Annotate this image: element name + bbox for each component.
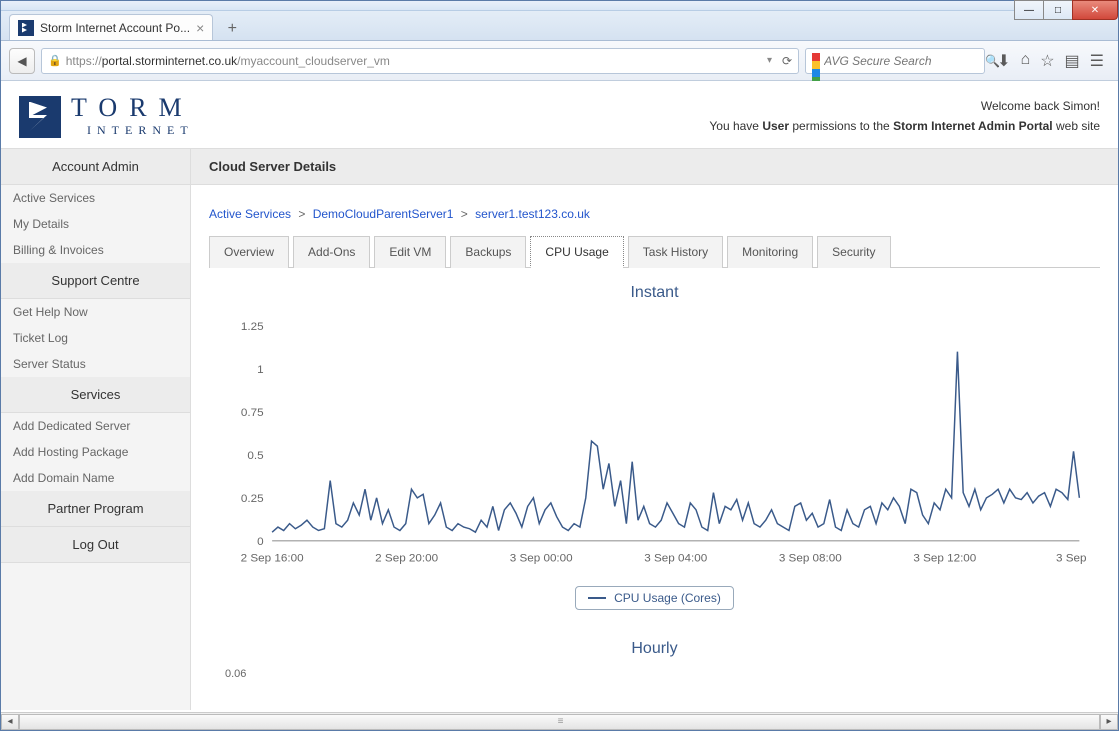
window-close-button[interactable]: ✕: [1072, 0, 1118, 20]
browser-tabstrip: Storm Internet Account Po... × +: [1, 11, 1118, 41]
reload-icon[interactable]: ⟳: [782, 54, 792, 68]
svg-text:3 Sep 12:00: 3 Sep 12:00: [913, 553, 976, 565]
breadcrumb-link[interactable]: server1.test123.co.uk: [475, 207, 590, 221]
legend-label: CPU Usage (Cores): [614, 591, 721, 605]
svg-text:3 Sep 08:00: 3 Sep 08:00: [779, 553, 842, 565]
sidebar-item[interactable]: Ticket Log: [1, 325, 190, 351]
scroll-left-icon[interactable]: ◂: [1, 714, 19, 730]
vm-tab[interactable]: Overview: [209, 236, 289, 268]
sidebar-item[interactable]: Server Status: [1, 351, 190, 377]
logo-mark-icon: [19, 96, 61, 138]
logo: TORM INTERNET: [19, 95, 194, 138]
scroll-thumb[interactable]: [19, 714, 1100, 730]
url-dropdown-icon[interactable]: ▾: [767, 55, 772, 66]
vm-tab[interactable]: Task History: [628, 236, 723, 268]
favicon-icon: [18, 20, 34, 36]
svg-text:3 Sep 04:00: 3 Sep 04:00: [644, 553, 707, 565]
window-titlebar: — □ ✕: [1, 1, 1118, 11]
sidebar-item[interactable]: My Details: [1, 211, 190, 237]
url-text: https://portal.storminternet.co.uk/myacc…: [66, 54, 763, 68]
logo-word: TORM: [71, 93, 194, 122]
sidebar-item[interactable]: Get Help Now: [1, 299, 190, 325]
chart-hourly-title: Hourly: [209, 640, 1100, 658]
tab-close-icon[interactable]: ×: [196, 20, 204, 36]
sidebar-item[interactable]: Add Dedicated Server: [1, 413, 190, 439]
welcome-text: Welcome back Simon!: [709, 97, 1100, 116]
page-title: Cloud Server Details: [191, 149, 1118, 185]
url-bar[interactable]: 🔒 https://portal.storminternet.co.uk/mya…: [41, 48, 799, 74]
sidebar-header[interactable]: Log Out: [1, 527, 190, 563]
vm-tab[interactable]: Edit VM: [374, 236, 446, 268]
svg-text:0: 0: [257, 536, 263, 548]
svg-text:0.75: 0.75: [241, 407, 264, 419]
avg-icon: [812, 53, 820, 69]
horizontal-scrollbar[interactable]: ◂ ▸: [1, 712, 1118, 730]
legend-line-icon: [588, 597, 606, 599]
sidebar-item[interactable]: Billing & Invoices: [1, 237, 190, 263]
vm-tab[interactable]: Add-Ons: [293, 236, 370, 268]
sidebar-item[interactable]: Add Domain Name: [1, 465, 190, 491]
breadcrumb-link[interactable]: DemoCloudParentServer1: [313, 207, 454, 221]
search-box[interactable]: 🔍: [805, 48, 985, 74]
chart-legend: CPU Usage (Cores): [575, 586, 734, 610]
welcome-block: Welcome back Simon! You have User permis…: [709, 97, 1100, 135]
vm-tabs: OverviewAdd-OnsEdit VMBackupsCPU UsageTa…: [209, 235, 1100, 268]
vm-tab[interactable]: CPU Usage: [530, 236, 623, 268]
search-input[interactable]: [824, 54, 981, 68]
vm-tab[interactable]: Backups: [450, 236, 526, 268]
back-button[interactable]: ◀: [9, 48, 35, 74]
scroll-right-icon[interactable]: ▸: [1100, 714, 1118, 730]
svg-text:1.25: 1.25: [241, 321, 264, 333]
svg-text:3 Sep 16: 3 Sep 16: [1056, 553, 1090, 565]
sidebar-header: Account Admin: [1, 149, 190, 185]
svg-text:2 Sep 20:00: 2 Sep 20:00: [375, 553, 438, 565]
window-minimize-button[interactable]: —: [1014, 0, 1044, 20]
svg-text:2 Sep 16:00: 2 Sep 16:00: [241, 553, 304, 565]
browser-navbar: ◀ 🔒 https://portal.storminternet.co.uk/m…: [1, 41, 1118, 81]
breadcrumb: Active Services > DemoCloudParentServer1…: [209, 197, 1100, 235]
vm-tab[interactable]: Security: [817, 236, 890, 268]
sidebar-header[interactable]: Partner Program: [1, 491, 190, 527]
menu-icon[interactable]: ☰: [1090, 51, 1104, 71]
svg-text:0.25: 0.25: [241, 493, 264, 505]
svg-text:0.5: 0.5: [247, 450, 263, 462]
sidebar: Account AdminActive ServicesMy DetailsBi…: [1, 149, 191, 710]
chart-hourly-tick: 0.06: [209, 668, 1100, 680]
library-icon[interactable]: ▤: [1065, 51, 1080, 71]
chart-instant: 0 0.25 0.5 0.75 1 1.25 2 Sep 16:00 2 Sep 20:00 3…: [219, 312, 1090, 572]
home-icon[interactable]: ⌂: [1021, 51, 1031, 71]
new-tab-button[interactable]: +: [219, 18, 245, 40]
lock-icon: 🔒: [48, 54, 62, 67]
sidebar-item[interactable]: Active Services: [1, 185, 190, 211]
sidebar-item[interactable]: Add Hosting Package: [1, 439, 190, 465]
breadcrumb-link[interactable]: Active Services: [209, 207, 291, 221]
sidebar-header: Services: [1, 377, 190, 413]
browser-tab-title: Storm Internet Account Po...: [40, 21, 190, 35]
browser-tab[interactable]: Storm Internet Account Po... ×: [9, 14, 213, 40]
svg-text:3 Sep 00:00: 3 Sep 00:00: [510, 553, 573, 565]
svg-text:1: 1: [257, 364, 263, 376]
vm-tab[interactable]: Monitoring: [727, 236, 813, 268]
sidebar-header: Support Centre: [1, 263, 190, 299]
logo-subtitle: INTERNET: [71, 123, 194, 138]
chart-instant-title: Instant: [209, 284, 1100, 302]
bookmark-icon[interactable]: ☆: [1040, 51, 1054, 71]
breadcrumb-separator: >: [295, 207, 309, 221]
window-maximize-button[interactable]: □: [1043, 0, 1073, 20]
breadcrumb-separator: >: [457, 207, 471, 221]
downloads-icon[interactable]: ⬇: [997, 51, 1010, 71]
permissions-text: You have User permissions to the Storm I…: [709, 117, 1100, 136]
